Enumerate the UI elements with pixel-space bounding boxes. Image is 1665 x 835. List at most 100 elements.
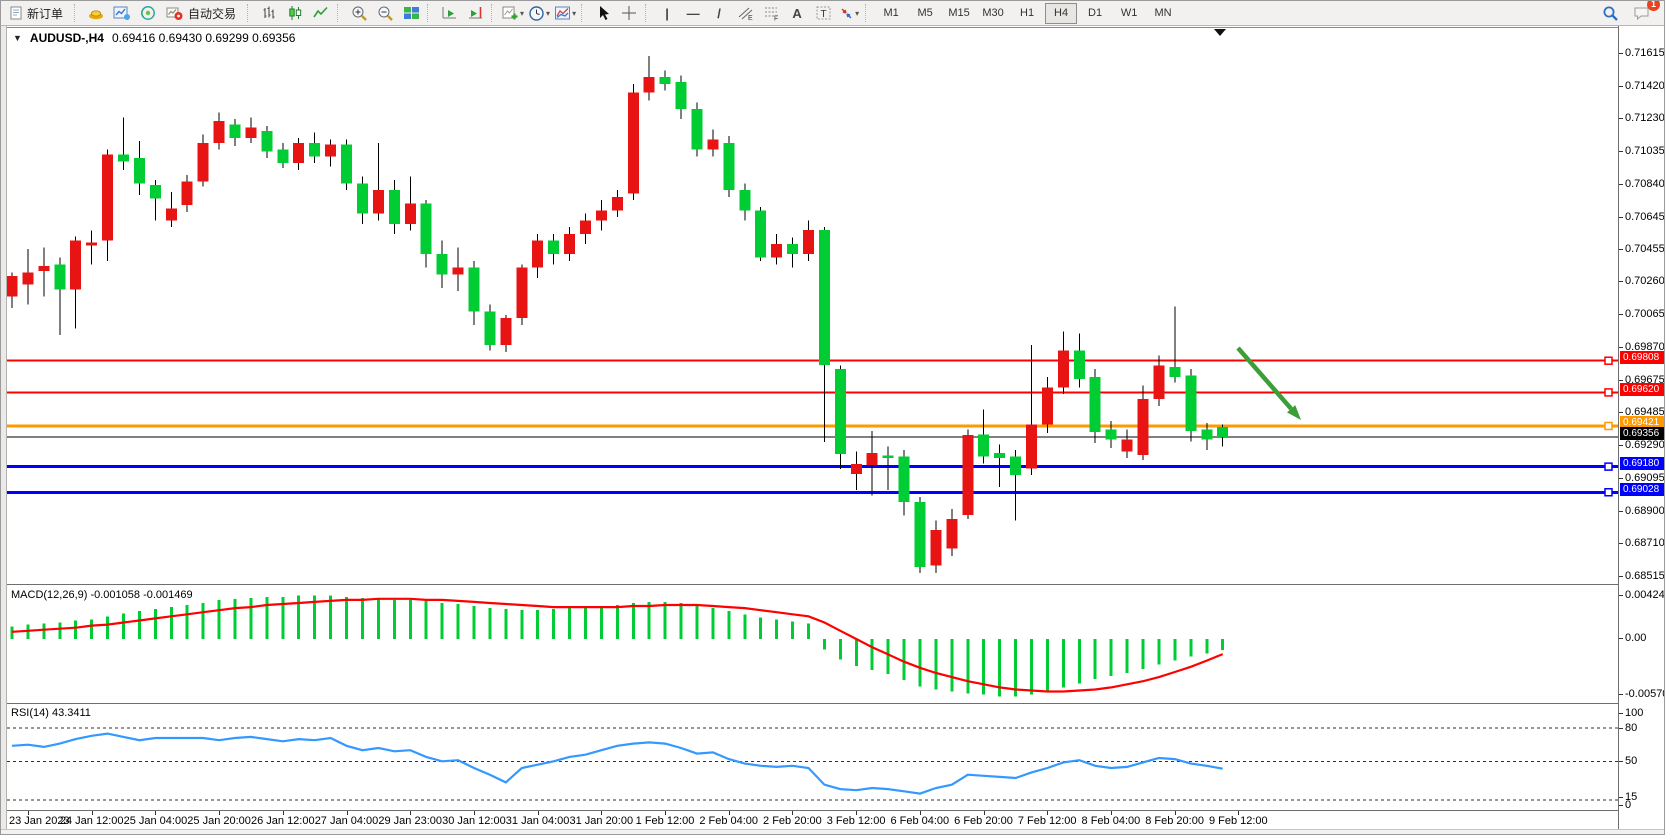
timeframe-M5[interactable]: M5 [917,7,933,19]
auto-scroll-icon[interactable] [437,2,461,25]
chart-top-marker-icon [1214,29,1226,36]
price-axis[interactable]: 0.71615 0.71420 0.71230 0.71035 0.70840 0.706… [1618,26,1665,829]
timeframe-M1[interactable]: M1 [883,7,899,19]
time-axis-label: 25 Jan 04:00 [123,815,188,827]
level-price-badge: 0.69808 [1620,351,1664,365]
text-tool[interactable]: A [792,5,802,21]
macd-histogram-bar [1173,639,1177,661]
rsi-panel[interactable]: RSI(14) 43.3411 [7,705,1618,811]
macd-histogram-bar [791,621,795,639]
time-axis-label: 6 Feb 04:00 [890,815,950,827]
svg-text:E: E [748,15,753,21]
collapse-triangle-icon[interactable]: ▼ [13,33,22,43]
macd-histogram-bar [424,600,428,639]
macd-histogram-bar [376,598,380,639]
time-axis-label: 6 Feb 20:00 [954,815,1013,827]
axis-tick [1619,412,1623,414]
notifications-icon[interactable]: 1 [1630,1,1660,25]
time-axis-label: 23 Jan 2023 [9,815,70,827]
time-tick [219,811,221,815]
vertical-line-tool[interactable]: | [665,5,669,21]
timeframe-D1[interactable]: D1 [1088,7,1103,19]
periods-clock-button[interactable]: ▾ [527,2,551,25]
arrows-tool[interactable]: ▾ [837,2,861,25]
macd-histogram-bar [727,611,731,639]
time-axis-label: 24 Jan 12:00 [59,815,124,827]
tile-windows-icon[interactable] [399,2,423,25]
axis-tick [1619,53,1623,54]
candles-chart-icon[interactable] [283,2,307,25]
macd-histogram-bar [615,605,619,639]
bars-chart-icon[interactable] [257,2,281,25]
chart-shift-icon[interactable] [463,2,487,25]
svg-text:T: T [820,9,826,20]
templates-button[interactable]: ▾ [553,2,577,25]
macd-histogram-bar [392,599,396,639]
crosshair-icon[interactable] [617,2,641,25]
zoom-out-icon[interactable] [373,2,397,25]
time-axis-label: 7 Feb 12:00 [1017,815,1077,827]
price-axis-label: 0.68515 [1625,569,1665,582]
auto-trading-icon [166,7,183,20]
macd-histogram-bar [1141,639,1145,669]
macd-panel[interactable]: MACD(12,26,9) -0.001058 -0.001469 [7,587,1618,704]
candle-body [866,453,878,465]
time-axis-label: 27 Jan 04:00 [314,815,379,827]
macd-histogram-bar [122,613,126,639]
candle-body [484,311,496,346]
candle-body [914,502,926,567]
macd-histogram-bar [679,602,683,639]
macd-histogram-bar [1093,639,1097,680]
price-axis-label: 0.71420 [1625,79,1665,92]
timeframe-W1[interactable]: W1 [1120,7,1138,19]
timeframe-MN[interactable]: MN [1154,7,1172,19]
macd-histogram-bar [233,598,237,639]
level-line-handle [1604,421,1613,431]
trend-line-tool[interactable]: / [717,5,721,21]
signals-icon[interactable] [136,2,160,25]
chart-window-icon[interactable] [110,2,134,25]
time-tick [155,811,157,815]
fibonacci-tool[interactable]: F [759,2,783,25]
separator [865,4,871,22]
timeframe-M15[interactable]: M15 [948,7,970,19]
candle-body [22,272,34,285]
new-chart-button[interactable]: ▾ [501,2,525,25]
separator [491,4,497,22]
candle-body [675,82,687,110]
time-axis-label: 2 Feb 20:00 [763,815,822,827]
timeframe-H1[interactable]: H1 [1020,7,1035,19]
macd-histogram-bar [966,639,970,694]
timeframe-M30[interactable]: M30 [982,7,1004,19]
macd-histogram-bar [583,607,587,639]
candle-body [1073,350,1085,379]
window-left-rail [1,26,7,829]
line-chart-icon[interactable] [309,2,333,25]
search-icon[interactable] [1598,2,1622,25]
timeframe-H4[interactable]: H4 [1045,2,1078,24]
candle-body [659,77,671,84]
time-tick [282,811,284,815]
axis-tick [1619,445,1623,447]
axis-tick [1619,216,1623,218]
price-chart-panel[interactable]: ▼ AUDUSD-,H4 0.69416 0.69430 0.69299 0.6… [7,27,1618,585]
time-tick [346,811,348,815]
candle-body [755,210,767,258]
axis-tick [1619,314,1623,316]
macd-histogram-bar [711,608,715,639]
new-order-button[interactable]: 新订单 [5,2,70,25]
horizontal-line-tool[interactable]: — [686,5,700,21]
time-axis[interactable]: 23 Jan 2023 24 Jan 12:00 25 Jan 04:00 25 Ja… [7,811,1618,829]
auto-trading-button[interactable]: 自动交易 [162,2,243,25]
time-tick [919,811,921,815]
cursor-icon[interactable] [591,2,615,25]
equidistant-channel-tool[interactable]: E [733,2,757,25]
text-label-tool[interactable]: T [811,2,835,25]
axis-tick [1619,85,1623,87]
zoom-in-icon[interactable] [347,2,371,25]
candle-body [38,265,50,272]
time-axis-label: 25 Jan 20:00 [187,815,251,827]
time-axis-label: 3 Feb 12:00 [826,815,886,827]
macd-histogram-bar [1014,639,1018,697]
symbols-gold-icon[interactable] [84,2,108,25]
